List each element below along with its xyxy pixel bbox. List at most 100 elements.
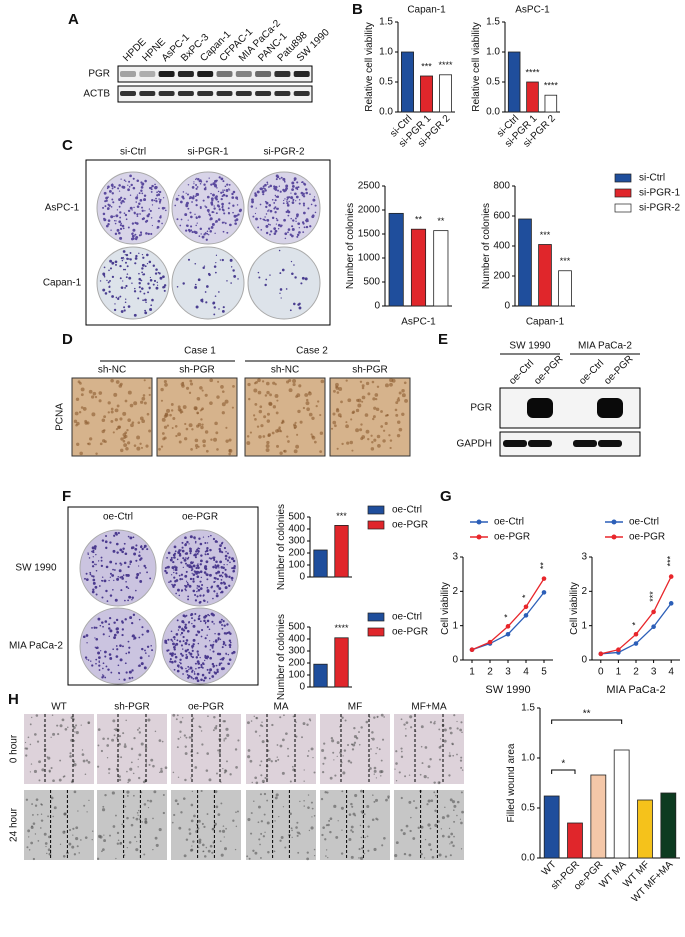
scratch-image	[394, 714, 464, 784]
colony	[193, 673, 196, 675]
cell	[74, 731, 76, 733]
colony	[223, 582, 226, 585]
cell	[456, 753, 458, 756]
colony	[222, 189, 224, 191]
colony	[112, 588, 114, 591]
series-line	[600, 602, 672, 655]
colony	[180, 644, 183, 647]
cell	[312, 757, 314, 759]
ihc-cell	[371, 380, 375, 384]
cell	[449, 843, 451, 845]
colony	[302, 231, 305, 234]
ihc-cell	[345, 379, 348, 382]
cell	[47, 756, 51, 760]
point	[541, 590, 547, 595]
ihc-cell	[120, 437, 124, 441]
colony	[213, 581, 216, 584]
colony	[128, 670, 132, 674]
ihc-cell	[171, 427, 174, 430]
colony	[131, 621, 134, 625]
cell	[276, 756, 278, 758]
colony	[302, 202, 306, 205]
colony	[133, 290, 137, 293]
colony	[188, 668, 190, 671]
colony	[136, 215, 139, 217]
cell	[290, 827, 293, 830]
colony	[141, 633, 144, 636]
colony	[304, 277, 308, 281]
colony	[126, 265, 129, 268]
colony	[314, 211, 317, 214]
cell	[139, 833, 141, 836]
ihc-cell	[86, 442, 89, 445]
ihc-cell	[382, 439, 386, 443]
column-label: oe-Ctrl	[103, 512, 133, 523]
cell	[235, 766, 238, 769]
cell	[460, 848, 463, 850]
cell	[87, 722, 90, 725]
ihc-cell	[129, 403, 134, 408]
cell	[435, 794, 437, 797]
cell	[262, 835, 266, 838]
y-tick-label: 500	[288, 512, 305, 523]
ihc-cell	[133, 444, 137, 447]
colony	[113, 633, 117, 637]
ihc-cell	[286, 380, 290, 384]
cell	[361, 847, 364, 850]
colony	[133, 636, 137, 640]
colony	[117, 575, 120, 578]
colony	[307, 207, 310, 210]
colony	[215, 594, 219, 598]
bar	[543, 795, 560, 859]
colony	[157, 219, 161, 223]
colony	[143, 544, 147, 548]
y-tick-label: 1	[581, 620, 587, 631]
cell	[177, 737, 180, 740]
colony	[225, 558, 227, 561]
y-tick-label: 1.5	[486, 17, 500, 28]
cell	[50, 766, 53, 770]
cell	[130, 823, 134, 827]
cell	[395, 841, 399, 845]
colony	[141, 209, 144, 212]
colony	[177, 629, 180, 631]
colony	[226, 552, 229, 555]
colony	[125, 180, 127, 183]
colony	[94, 547, 97, 550]
colony	[236, 204, 239, 206]
colony	[209, 548, 212, 552]
ihc-cell	[200, 418, 203, 421]
colony	[95, 553, 97, 556]
blot-band	[139, 71, 156, 77]
colony	[220, 581, 223, 585]
colony	[188, 621, 191, 623]
colony	[303, 183, 307, 186]
colony	[199, 207, 202, 210]
colony	[186, 581, 189, 584]
cell	[43, 832, 47, 836]
ihc-cell	[103, 415, 107, 419]
cell	[125, 719, 127, 722]
cell	[281, 771, 285, 775]
blot-band	[120, 71, 136, 77]
cell	[277, 758, 280, 761]
colony	[156, 225, 160, 229]
cell	[353, 741, 357, 744]
cell	[336, 755, 338, 758]
cell	[382, 738, 385, 741]
colony	[282, 177, 286, 181]
colony	[196, 177, 198, 179]
cell	[371, 818, 375, 822]
ihc-cell	[140, 400, 144, 404]
cell	[56, 724, 59, 727]
cell	[295, 826, 298, 829]
colony	[175, 572, 178, 575]
colony	[129, 563, 132, 565]
cell	[189, 848, 193, 852]
cell	[347, 759, 351, 763]
colony	[221, 571, 224, 574]
colony	[115, 645, 118, 647]
cell	[428, 843, 432, 847]
significance: *	[630, 622, 640, 626]
cell	[264, 831, 266, 834]
